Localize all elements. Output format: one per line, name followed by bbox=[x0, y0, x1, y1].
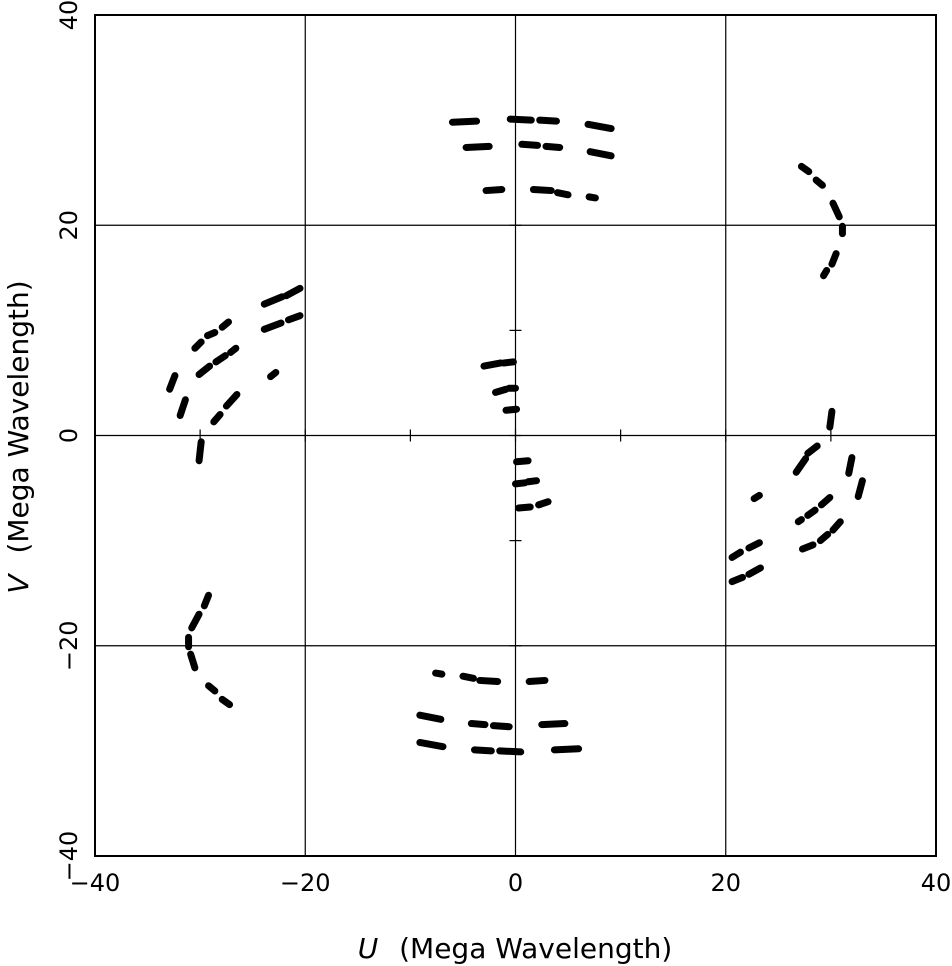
uv-segment-6 bbox=[542, 142, 564, 151]
uv-segment-27 bbox=[227, 344, 240, 356]
y-axis-label: V (Mega Wavelength) bbox=[2, 280, 35, 593]
x-tick-label: 0 bbox=[508, 869, 523, 897]
uv-segment-50 bbox=[804, 506, 819, 519]
uv-segment-61 bbox=[188, 610, 203, 632]
uv-segment-4 bbox=[462, 142, 493, 151]
uv-segment-8 bbox=[482, 186, 506, 195]
uv-segment-0 bbox=[448, 117, 481, 126]
uv-segment-59 bbox=[745, 564, 764, 578]
y-tick-labels: −40 −20 0 20 40 bbox=[55, 0, 83, 881]
uv-segment-66 bbox=[432, 669, 446, 678]
uv-segment-77 bbox=[550, 745, 583, 754]
uv-segment-42 bbox=[515, 503, 534, 512]
uv-segment-31 bbox=[222, 391, 241, 410]
uv-segment-57 bbox=[745, 539, 763, 552]
uv-segment-25 bbox=[195, 362, 214, 379]
uv-segment-7 bbox=[586, 148, 615, 160]
x-axis-variable: U bbox=[358, 932, 379, 965]
uv-segment-33 bbox=[195, 438, 205, 465]
uv-segment-70 bbox=[416, 711, 445, 723]
y-axis-variable: V bbox=[2, 573, 35, 594]
uv-segment-32 bbox=[267, 368, 280, 381]
uv-segment-1 bbox=[506, 115, 535, 124]
uv-segment-64 bbox=[205, 682, 219, 695]
uv-segment-11 bbox=[585, 193, 599, 202]
uv-segment-44 bbox=[826, 407, 836, 431]
y-tick-label: 20 bbox=[55, 210, 83, 241]
uv-segment-73 bbox=[538, 720, 569, 729]
uv-segment-60 bbox=[200, 591, 213, 610]
uv-segment-38 bbox=[502, 405, 521, 414]
uv-segment-55 bbox=[750, 491, 763, 503]
uv-segment-16 bbox=[828, 250, 840, 268]
y-tick-label: −40 bbox=[55, 831, 83, 882]
y-tick-label: 0 bbox=[55, 428, 83, 443]
uv-segment-41 bbox=[524, 477, 541, 486]
x-axis-unit: (Mega Wavelength) bbox=[399, 932, 672, 965]
uv-segment-23 bbox=[203, 328, 219, 340]
uv-segment-74 bbox=[416, 738, 447, 751]
y-tick-label: −20 bbox=[55, 620, 83, 671]
uv-segment-51 bbox=[794, 516, 805, 526]
x-tick-labels: −40 −20 0 20 40 bbox=[70, 869, 952, 897]
uv-segment-47 bbox=[845, 454, 856, 477]
uv-segment-75 bbox=[471, 746, 495, 755]
uv-segment-76 bbox=[496, 747, 525, 756]
uv-segment-29 bbox=[176, 396, 189, 420]
uv-segment-48 bbox=[854, 477, 866, 500]
uv-segment-34 bbox=[480, 359, 505, 370]
uv-segment-53 bbox=[816, 530, 832, 545]
uv-segment-13 bbox=[812, 176, 826, 189]
y-axis-unit: (Mega Wavelength) bbox=[2, 280, 35, 553]
uv-segment-69 bbox=[525, 676, 549, 685]
uv-segment-20 bbox=[260, 319, 285, 333]
uv-segment-39 bbox=[513, 457, 532, 466]
uv-segment-71 bbox=[467, 720, 489, 729]
uv-segment-65 bbox=[218, 695, 234, 709]
x-tick-label: 40 bbox=[921, 869, 952, 897]
uv-segment-10 bbox=[554, 189, 572, 199]
uv-segment-5 bbox=[518, 140, 542, 149]
plot-frame bbox=[94, 14, 937, 857]
uv-segment-14 bbox=[829, 199, 843, 221]
x-tick-label: −40 bbox=[70, 869, 121, 897]
y-tick-label: 40 bbox=[55, 0, 83, 30]
uv-segment-28 bbox=[166, 372, 179, 393]
uv-segment-21 bbox=[284, 312, 304, 324]
uv-segment-63 bbox=[187, 650, 199, 672]
uv-segment-52 bbox=[829, 518, 844, 534]
uv-segment-40 bbox=[512, 479, 529, 488]
uv-segment-54 bbox=[798, 541, 817, 553]
uv-segment-19 bbox=[282, 284, 304, 300]
x-axis-label: U (Mega Wavelength) bbox=[358, 932, 673, 965]
data-points bbox=[166, 115, 866, 756]
uv-segment-72 bbox=[489, 722, 513, 731]
uv-segment-24 bbox=[218, 318, 233, 331]
uv-segment-30 bbox=[210, 410, 224, 426]
uv-segment-26 bbox=[212, 352, 229, 366]
uv-segment-68 bbox=[476, 676, 502, 685]
uv-segment-58 bbox=[728, 573, 747, 586]
uv-segment-22 bbox=[191, 338, 205, 352]
x-tick-label: 20 bbox=[710, 869, 741, 897]
uv-segment-36 bbox=[492, 385, 510, 396]
uv-segment-17 bbox=[820, 266, 831, 280]
x-tick-label: −20 bbox=[280, 869, 331, 897]
uv-segment-12 bbox=[797, 162, 813, 176]
uv-segment-67 bbox=[459, 672, 477, 682]
uv-segment-56 bbox=[728, 548, 744, 561]
uv-segment-45 bbox=[804, 442, 821, 457]
uv-segment-9 bbox=[529, 186, 555, 195]
uv-segment-43 bbox=[535, 498, 552, 509]
uv-segment-35 bbox=[500, 358, 517, 367]
uv-segment-2 bbox=[536, 116, 560, 125]
uv-segment-46 bbox=[792, 455, 810, 476]
uv-segment-3 bbox=[584, 120, 615, 133]
uv-segment-18 bbox=[260, 293, 286, 308]
uv-segment-49 bbox=[817, 494, 834, 509]
